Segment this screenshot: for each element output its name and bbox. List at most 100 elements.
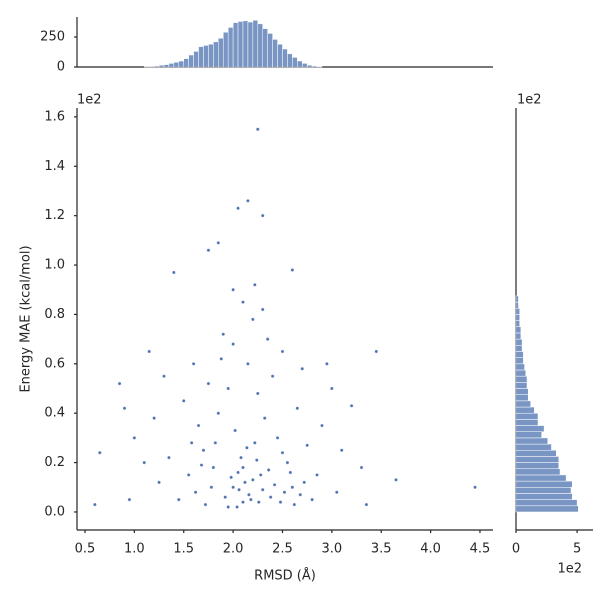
histogram-bar (515, 487, 572, 494)
histogram-bar (168, 63, 175, 68)
scatter-point (364, 502, 369, 507)
scatter-point (295, 406, 300, 411)
y-tick-label: 0.2 (44, 455, 65, 470)
scatter-point (290, 268, 295, 272)
scatter-point (298, 492, 303, 497)
y-tick-label: 1.2 (44, 208, 65, 223)
histogram-bar (287, 53, 293, 68)
scatter-point (219, 357, 224, 361)
scatter-point (98, 450, 102, 455)
scatter-point (280, 450, 285, 455)
scatter-point (167, 455, 171, 460)
histogram-bar (515, 493, 573, 500)
scatter-point (268, 495, 273, 499)
histogram-bar (515, 400, 531, 408)
histogram-bar (282, 48, 288, 68)
scatter-point (260, 213, 265, 218)
histogram-bar (277, 43, 283, 68)
x-axis-label: RMSD (Å) (254, 568, 316, 584)
x-tick-label: 3.0 (322, 542, 343, 557)
histogram-bar (515, 357, 524, 365)
scatter-point (285, 460, 290, 465)
scatter-point (272, 483, 277, 487)
scatter-point (282, 490, 287, 494)
histogram-bar (515, 295, 519, 303)
scatter-point (290, 485, 295, 490)
histogram-bar (311, 65, 318, 68)
scatter-point (122, 406, 127, 411)
scatter-point (320, 423, 324, 428)
histogram-bar (198, 46, 204, 68)
x-tick-label: 1.5 (173, 542, 194, 557)
scatter-point (172, 270, 176, 275)
histogram-bar (515, 437, 549, 445)
scatter-point (193, 490, 198, 494)
scatter-point (201, 448, 206, 452)
histogram-bar (515, 412, 539, 420)
scatter-point (233, 428, 237, 433)
scatter-point (132, 436, 137, 440)
scatter-point (199, 463, 204, 467)
y-tick-label: 0 (57, 60, 65, 75)
scatter-point (256, 391, 260, 396)
histogram-bar (237, 21, 244, 68)
scatter-point (270, 374, 275, 378)
y-tick-label: 0.4 (44, 406, 65, 421)
scatter-point (288, 470, 293, 475)
x-tick-label: 4.0 (420, 542, 441, 557)
right-y-offset-label: 1e2 (517, 93, 542, 108)
histogram-bar (292, 57, 298, 68)
scatter-point (221, 332, 225, 336)
scatter-point (152, 416, 156, 420)
scatter-point (127, 497, 132, 502)
histogram-bar (158, 64, 165, 68)
histogram-bar (272, 39, 278, 68)
histogram-bar (515, 382, 528, 389)
scatter-point (335, 490, 339, 494)
y-tick-label: 1.0 (44, 258, 65, 273)
histogram-bar (515, 406, 535, 414)
histogram-bar (515, 425, 545, 432)
scatter-point (305, 443, 309, 448)
scatter-point (241, 465, 245, 470)
x-tick-label: 0 (512, 542, 520, 557)
scatter-point (255, 458, 259, 462)
histogram-bar (515, 474, 567, 482)
histogram-bar (515, 443, 552, 451)
histogram-bar (218, 37, 224, 68)
histogram-bar (301, 63, 308, 68)
scatter-point (241, 500, 245, 504)
histogram-bar (173, 61, 180, 68)
x-tick-label: 5 (573, 542, 581, 557)
scatter-point (257, 500, 261, 504)
scatter-point (292, 502, 297, 507)
scatter-point (191, 362, 196, 366)
histogram-bar (515, 375, 528, 383)
histogram-bar (515, 449, 557, 457)
histogram-bar (232, 22, 239, 68)
histogram-bar (515, 462, 560, 470)
scatter-point (209, 485, 214, 490)
scatter-point (226, 386, 230, 391)
scatter-point (236, 206, 240, 211)
scatter-point (300, 367, 304, 371)
y-tick-label: 0.0 (44, 504, 65, 519)
histogram-bar (267, 33, 273, 68)
histogram-bar (515, 314, 520, 321)
scatter-point (203, 502, 208, 507)
histogram-bar (515, 308, 520, 315)
histogram-bar (242, 20, 249, 68)
scatter-point (394, 478, 398, 482)
scatter-point (142, 460, 146, 465)
x-tick-label: 2.0 (223, 542, 244, 557)
histogram-bar (515, 326, 522, 334)
scatter-point (259, 473, 263, 477)
histogram-bar (252, 19, 259, 68)
histogram-bar (222, 31, 229, 68)
scatter-point (231, 342, 235, 346)
histogram-bar (515, 369, 527, 377)
scatter-point (226, 505, 230, 509)
histogram-bar (297, 60, 303, 68)
